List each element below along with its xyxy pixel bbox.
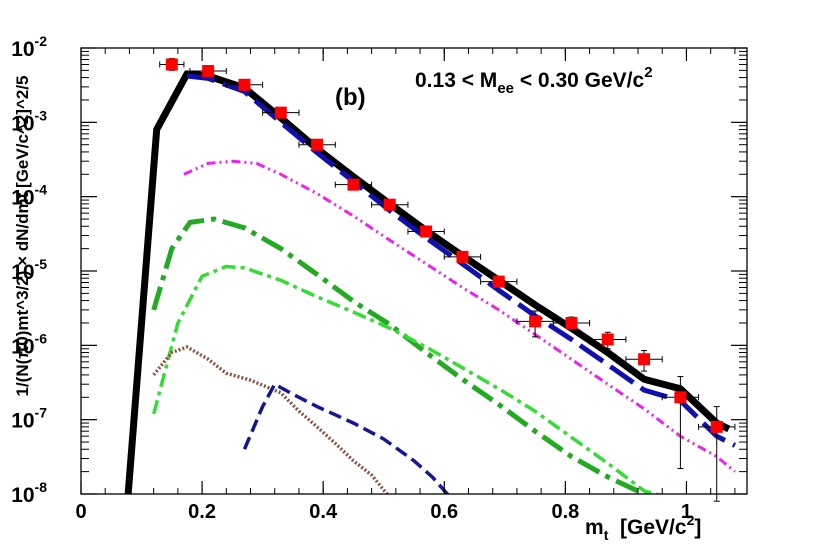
data-marker <box>274 106 287 119</box>
y-tick-label: 10-5 <box>11 256 47 284</box>
data-point <box>371 198 409 211</box>
data-marker <box>238 78 251 91</box>
series-line-pi0-dalitz <box>186 73 737 448</box>
data-point <box>552 316 591 331</box>
data-marker <box>492 275 505 288</box>
y-tick-label: 10-8 <box>11 479 47 507</box>
data-point <box>189 65 227 78</box>
data-point <box>698 406 736 502</box>
data-point <box>262 106 300 119</box>
x-axis-label-lead: m <box>585 516 604 539</box>
x-tick-label: 0.8 <box>551 501 579 523</box>
y-tick-label: 10-7 <box>11 405 47 433</box>
data-point <box>298 138 336 151</box>
data-point <box>625 350 663 372</box>
data-marker <box>165 58 178 71</box>
data-marker <box>601 333 614 346</box>
data-point <box>661 376 700 470</box>
y-tick-label: 10-6 <box>11 330 47 358</box>
x-tick-label: 0 <box>75 501 86 523</box>
y-tick-label: 10-2 <box>11 33 47 61</box>
x-tick-label: 0.4 <box>309 501 338 523</box>
series-line-eta-dalitz <box>183 159 736 473</box>
chart-title-sub: ee <box>497 80 514 97</box>
panel-label: (b) <box>335 84 366 111</box>
chart-title-mid: < 0.30 GeV/c <box>514 69 644 92</box>
data-marker <box>420 225 433 238</box>
x-tick-label: 0.6 <box>430 501 458 523</box>
x-axis-label-tail: ] <box>694 516 701 539</box>
data-point <box>407 225 445 238</box>
axes-layer: 0 0.2 0.4 0.6 0.8 1 10-8 10-7 10-6 10-5 10-4 10-3 10… <box>11 33 747 523</box>
data-point <box>159 58 185 71</box>
data-marker <box>347 178 360 191</box>
chart-title: 0.13 < Mee < 0.30 GeV/c2 <box>415 64 653 97</box>
x-axis-label-sup: 2 <box>687 512 695 528</box>
series-line-rho <box>152 345 390 494</box>
chart-title-sup: 2 <box>644 64 652 81</box>
data-marker <box>565 316 578 329</box>
data-point-layer <box>159 58 736 502</box>
chart-title-lead: 0.13 < M <box>415 69 497 92</box>
y-tick-label: 10-4 <box>11 182 47 210</box>
y-axis-label: 1/(N(π0)mt^3/2) × dN/dmt [GeV/c^2]^2/5 <box>13 75 32 396</box>
data-marker <box>456 250 469 263</box>
data-marker <box>638 353 651 366</box>
data-marker <box>202 65 215 78</box>
data-point <box>480 275 518 288</box>
data-marker <box>311 138 324 151</box>
data-marker <box>383 198 396 211</box>
x-axis-label-unit: [GeV/c <box>608 516 687 539</box>
data-marker <box>674 391 687 404</box>
data-marker <box>529 315 542 328</box>
series-line-eta-prime-dalitz <box>152 264 663 494</box>
series-line-omega-dalitz <box>151 216 652 494</box>
data-point <box>334 178 373 191</box>
y-tick-label: 10-3 <box>11 107 47 135</box>
x-tick-label: 0.2 <box>188 501 216 523</box>
data-point <box>589 331 627 350</box>
data-point <box>225 78 264 91</box>
data-point <box>443 250 482 263</box>
x-tick-label: 1 <box>681 501 692 523</box>
series-line-phi <box>242 382 450 494</box>
x-axis-label: mt [GeV/c2] <box>585 512 701 543</box>
data-marker <box>710 420 723 433</box>
x-axis-label-sub: t <box>604 527 609 543</box>
